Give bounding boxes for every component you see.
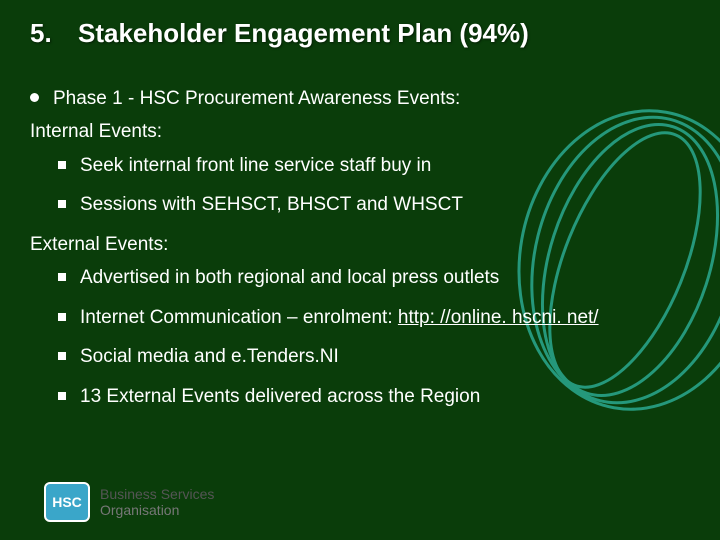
external-item-text: Internet Communication – enrolment: bbox=[80, 307, 398, 328]
square-bullet-icon bbox=[58, 161, 66, 169]
footer-logo: HSC Business Services Organisation bbox=[44, 482, 214, 522]
internal-item-text: Seek internal front line service staff b… bbox=[80, 151, 431, 180]
phase-bullet-row: Phase 1 - HSC Procurement Awareness Even… bbox=[30, 84, 690, 113]
slide: 5. Stakeholder Engagement Plan (94%) Pha… bbox=[0, 0, 720, 540]
slide-body: Phase 1 - HSC Procurement Awareness Even… bbox=[30, 84, 690, 421]
footer-line2: Organisation bbox=[100, 502, 214, 518]
external-heading: External Events: bbox=[30, 230, 690, 259]
list-item: Internet Communication – enrolment: http… bbox=[58, 303, 690, 332]
hsc-badge-text: HSC bbox=[52, 494, 82, 510]
phase-text: Phase 1 - HSC Procurement Awareness Even… bbox=[53, 84, 460, 113]
list-item: Advertised in both regional and local pr… bbox=[58, 263, 690, 292]
title-text: Stakeholder Engagement Plan (94%) bbox=[78, 18, 529, 49]
list-item: Sessions with SEHSCT, BHSCT and WHSCT bbox=[58, 190, 690, 219]
square-bullet-icon bbox=[58, 273, 66, 281]
internal-heading: Internal Events: bbox=[30, 117, 690, 146]
square-bullet-icon bbox=[58, 392, 66, 400]
external-item-text: 13 External Events delivered across the … bbox=[80, 382, 480, 411]
footer-line1: Business Services bbox=[100, 486, 214, 502]
title-number: 5. bbox=[30, 18, 78, 49]
external-item-text: Advertised in both regional and local pr… bbox=[80, 263, 499, 292]
slide-title: 5. Stakeholder Engagement Plan (94%) bbox=[30, 18, 690, 49]
square-bullet-icon bbox=[58, 200, 66, 208]
internal-item-text: Sessions with SEHSCT, BHSCT and WHSCT bbox=[80, 190, 463, 219]
square-bullet-icon bbox=[58, 313, 66, 321]
list-item: 13 External Events delivered across the … bbox=[58, 382, 690, 411]
list-item: Seek internal front line service staff b… bbox=[58, 151, 690, 180]
footer-org-name: Business Services Organisation bbox=[100, 486, 214, 518]
square-bullet-icon bbox=[58, 352, 66, 360]
external-item-wrap: Internet Communication – enrolment: http… bbox=[80, 303, 599, 332]
external-item-text: Social media and e.Tenders.NI bbox=[80, 342, 339, 371]
round-bullet-icon bbox=[30, 93, 39, 102]
list-item: Social media and e.Tenders.NI bbox=[58, 342, 690, 371]
hsc-badge-icon: HSC bbox=[44, 482, 90, 522]
enrolment-link[interactable]: http: //online. hscni. net/ bbox=[398, 307, 599, 328]
